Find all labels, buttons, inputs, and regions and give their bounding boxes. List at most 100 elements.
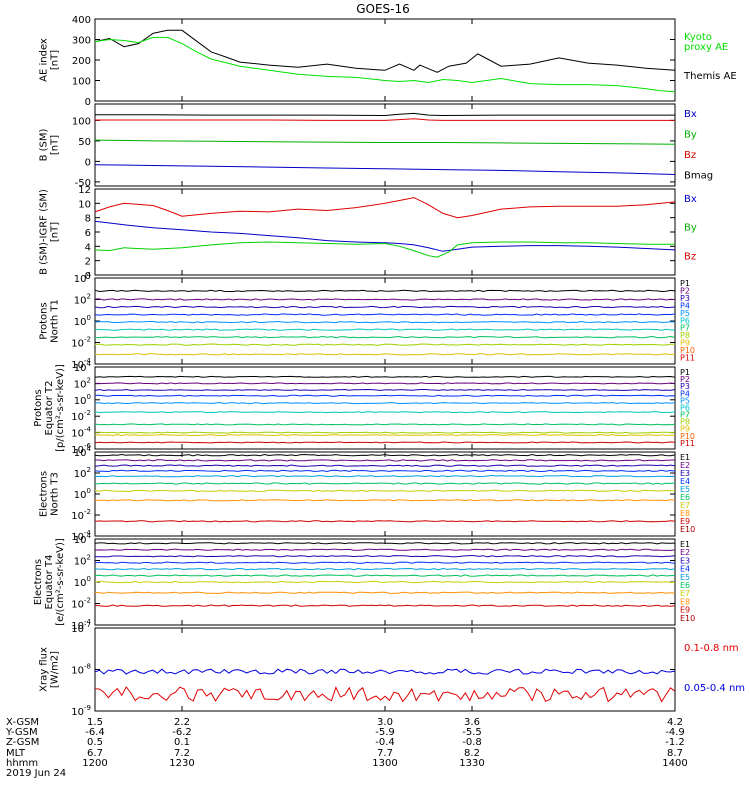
y-axis-label: AE index xyxy=(39,38,50,82)
legend-entry: P9 xyxy=(680,339,690,348)
series-e5 xyxy=(94,567,676,571)
legend-entry: E5 xyxy=(680,485,690,494)
legend-entry: P2 xyxy=(680,286,690,295)
legend-entry: P7 xyxy=(680,411,690,420)
legend-entry: E7 xyxy=(680,589,690,598)
y-axis-label: Equator T4 xyxy=(44,555,55,610)
y-tick-label: 102 xyxy=(74,376,91,390)
series-e5 xyxy=(94,474,676,478)
legend-entry: Kyoto xyxy=(684,32,712,43)
y-tick-label: 10-2 xyxy=(71,336,91,350)
y-tick-label: 300 xyxy=(72,36,91,47)
x-axis-value: 0.1 xyxy=(174,737,190,748)
panel-bsm: -50 0 50 100 B (SM) [nT] Bx By Bz Bmag xyxy=(39,103,713,189)
series-p7 xyxy=(95,335,676,339)
y-tick-label: 100 xyxy=(72,77,91,88)
x-axis-value: 7.7 xyxy=(377,748,393,759)
y-tick-label: 10-4 xyxy=(71,426,91,440)
legend-entry: P5 xyxy=(680,309,690,318)
y-tick-label: 10-2 xyxy=(71,409,91,423)
legend-entry: P10 xyxy=(680,432,695,441)
series-p1 xyxy=(94,375,676,378)
x-axis-row-label: X-GSM xyxy=(6,717,39,728)
x-axis-value: 3.0 xyxy=(377,717,393,728)
legend-entry: E1 xyxy=(680,453,690,462)
y-tick-label: 200 xyxy=(72,56,91,67)
legend-entry: Themis AE xyxy=(683,71,737,82)
y-axis-label: [e/(cm²-s-sr-keV)] xyxy=(55,538,66,626)
legend-entry: E2 xyxy=(680,548,690,557)
legend-entry: P4 xyxy=(680,301,690,310)
legend-entry: E7 xyxy=(680,501,690,510)
y-axis-label: B (SM) xyxy=(39,128,50,161)
y-tick-label: 100 xyxy=(74,393,91,407)
legend-entry: Bz xyxy=(684,150,696,161)
y-tick-label: 6 xyxy=(85,228,91,239)
series-e3 xyxy=(94,555,676,558)
series-p4 xyxy=(94,313,676,316)
y-tick-label: 0 xyxy=(85,97,91,108)
panel-frame xyxy=(94,103,676,187)
y-tick-label: 2 xyxy=(85,257,91,268)
legend-entry: proxy AE xyxy=(684,42,728,53)
legend-entry: Bx xyxy=(684,194,697,205)
y-tick-label: 100 xyxy=(74,487,91,501)
x-axis-value: -6.4 xyxy=(85,727,105,738)
x-axis-value: 1.5 xyxy=(87,717,103,728)
legend-entry: E5 xyxy=(680,573,690,582)
y-axis-label: Electrons xyxy=(39,471,50,517)
series-e9 xyxy=(94,520,676,523)
y-tick-label: 12 xyxy=(78,185,91,196)
x-axis-value: 1400 xyxy=(662,758,687,769)
legend-entry: E9 xyxy=(680,517,690,526)
panel-frame xyxy=(94,627,676,712)
legend-entry: E6 xyxy=(680,493,690,502)
legend-entry: Bx xyxy=(684,109,697,120)
y-tick-label: 10-7 xyxy=(71,621,91,635)
series-bx xyxy=(94,164,676,175)
legend-entry: P3 xyxy=(680,382,690,391)
series-p4 xyxy=(94,394,676,397)
legend-entry: E10 xyxy=(680,525,695,534)
legend-entry: E9 xyxy=(680,606,690,615)
y-axis-label: North T3 xyxy=(50,472,61,516)
series-e2 xyxy=(94,548,676,551)
series-e8 xyxy=(94,591,676,594)
series-p7 xyxy=(94,423,676,426)
y-tick-label: 102 xyxy=(74,554,91,568)
legend-entry: P10 xyxy=(680,346,695,355)
legend-entry: P8 xyxy=(680,331,690,340)
y-axis-label: Xray flux xyxy=(39,647,50,692)
series-by xyxy=(94,241,675,258)
legend-entry: P9 xyxy=(680,425,690,434)
series-bx xyxy=(94,220,676,252)
series-0-1-0-8-nm xyxy=(94,685,676,703)
y-tick-label: 102 xyxy=(74,293,91,307)
series-p3 xyxy=(94,388,676,392)
series-p1 xyxy=(94,289,676,293)
legend-entry: P2 xyxy=(680,375,690,384)
x-axis-value: -4.9 xyxy=(665,727,685,738)
y-tick-label: 102 xyxy=(74,466,91,480)
series-e4 xyxy=(94,469,676,473)
x-axis-value: 8.7 xyxy=(667,748,683,759)
x-axis-value: -5.5 xyxy=(462,727,482,738)
legend-entry: Bz xyxy=(684,251,696,262)
y-tick-label: 10 xyxy=(78,199,91,210)
legend-entry: P5 xyxy=(680,396,690,405)
x-axis-value: -6.2 xyxy=(172,727,192,738)
x-axis-value: 4.2 xyxy=(667,717,683,728)
legend-entry: By xyxy=(684,223,697,234)
legend-entry: P1 xyxy=(680,279,690,288)
legend-entry: E10 xyxy=(680,614,695,623)
y-tick-label: 10-2 xyxy=(71,508,91,522)
x-axis-value: -1.2 xyxy=(665,737,685,748)
legend-entry: By xyxy=(684,130,697,141)
x-axis-row-label: hhmm xyxy=(6,758,38,769)
legend-entry: P11 xyxy=(680,439,695,448)
y-tick-label: 10-8 xyxy=(71,663,91,677)
y-tick-label: 50 xyxy=(78,137,91,148)
x-axis-value: 1300 xyxy=(372,758,397,769)
